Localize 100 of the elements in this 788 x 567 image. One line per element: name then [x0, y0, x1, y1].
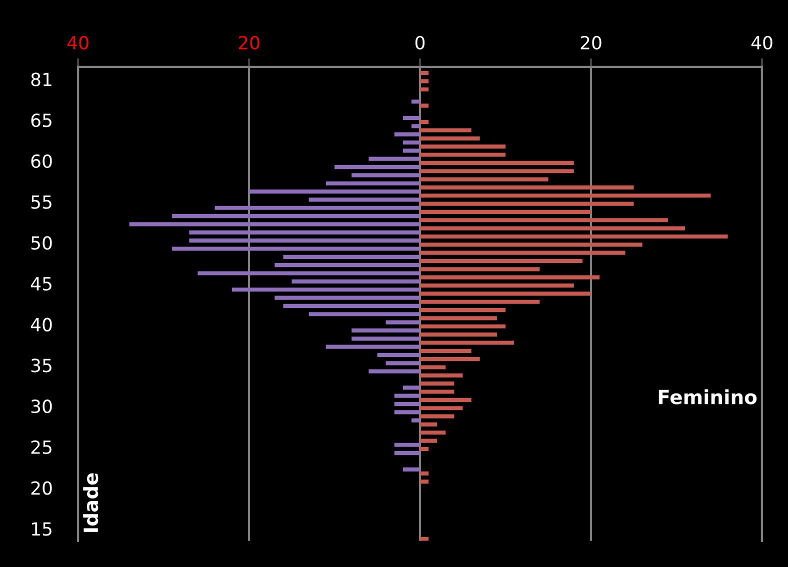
bar	[308, 198, 420, 202]
bar	[411, 418, 420, 422]
bar	[420, 438, 438, 443]
bar	[326, 344, 420, 349]
y-tick-label: 45	[30, 277, 52, 291]
x-tick-label: 40	[751, 36, 772, 50]
bar	[420, 382, 454, 386]
bar	[420, 177, 548, 182]
bar	[172, 214, 420, 218]
y-tick-label: 40	[30, 318, 52, 332]
bar	[420, 348, 472, 353]
bar	[283, 254, 420, 259]
bar	[420, 292, 591, 296]
bar	[402, 140, 420, 145]
bar	[420, 250, 626, 255]
bar	[420, 202, 634, 206]
x-tick-label: 40	[67, 36, 88, 50]
bar	[420, 136, 480, 140]
bar	[292, 279, 420, 284]
bar	[420, 316, 497, 320]
bar	[386, 361, 420, 366]
bar	[420, 258, 582, 264]
bar	[189, 238, 420, 243]
y-tick-label: 55	[31, 195, 52, 209]
y-tick-label: 30	[31, 400, 52, 414]
bar	[198, 271, 420, 276]
bar	[420, 283, 574, 288]
bar	[420, 422, 438, 426]
bar	[394, 410, 420, 414]
bar	[394, 451, 420, 456]
bar	[274, 263, 420, 268]
y-tick-label: 81	[31, 72, 52, 86]
y-tick-label: 50	[31, 236, 52, 250]
bar	[232, 288, 420, 292]
bar	[420, 226, 686, 230]
bar	[377, 352, 420, 358]
bar	[420, 70, 429, 76]
bar	[420, 267, 540, 272]
bar	[129, 222, 420, 226]
bar	[420, 144, 506, 149]
bar	[394, 442, 420, 447]
bar	[420, 480, 429, 484]
bar	[394, 402, 420, 406]
bar	[189, 230, 420, 234]
bar	[420, 185, 634, 190]
bar	[368, 369, 420, 374]
text: Feminino	[658, 389, 757, 404]
bar	[394, 394, 420, 398]
bar	[420, 471, 429, 476]
bar	[326, 181, 420, 186]
bar	[411, 100, 420, 104]
bar	[420, 332, 497, 337]
bar	[420, 406, 463, 410]
bar	[420, 365, 446, 370]
y-tick-label: 65	[31, 113, 52, 128]
bar	[420, 446, 429, 452]
bar	[352, 173, 420, 178]
bar	[352, 328, 420, 333]
bar	[420, 104, 429, 108]
x-tick-label: 20	[238, 36, 260, 50]
bar	[420, 373, 463, 378]
x-tick-label: 0	[415, 36, 425, 50]
x-tick-label: 20	[580, 36, 602, 50]
y-tick-label: 35	[31, 358, 52, 372]
bar	[420, 357, 480, 362]
bar	[402, 116, 420, 120]
bar	[386, 320, 420, 324]
y-tick-label: 60	[31, 154, 52, 168]
bar	[420, 390, 454, 394]
bar	[420, 120, 429, 124]
bar	[420, 300, 540, 304]
bar	[172, 246, 420, 251]
bar	[283, 304, 420, 308]
bar	[352, 336, 420, 341]
bar	[274, 296, 420, 300]
bar	[420, 398, 472, 402]
y-tick-label: 15	[32, 522, 52, 536]
bar	[308, 312, 420, 316]
bar	[402, 148, 420, 153]
bar	[249, 189, 420, 194]
bar	[420, 324, 506, 328]
bar	[420, 210, 591, 214]
bar	[420, 308, 506, 312]
bar	[420, 152, 506, 157]
bar	[402, 467, 420, 472]
bar	[420, 414, 454, 418]
y-axis-title: Idade	[83, 473, 98, 532]
bar	[334, 164, 420, 170]
bar	[411, 124, 420, 128]
bar	[420, 87, 429, 92]
bar	[420, 275, 600, 280]
bar	[420, 160, 574, 165]
bar	[420, 218, 668, 222]
bar	[420, 430, 446, 435]
bar	[420, 194, 711, 198]
bar	[368, 156, 420, 161]
bar	[394, 132, 420, 136]
bar	[402, 386, 420, 390]
bar	[214, 206, 420, 210]
bar	[420, 169, 574, 174]
